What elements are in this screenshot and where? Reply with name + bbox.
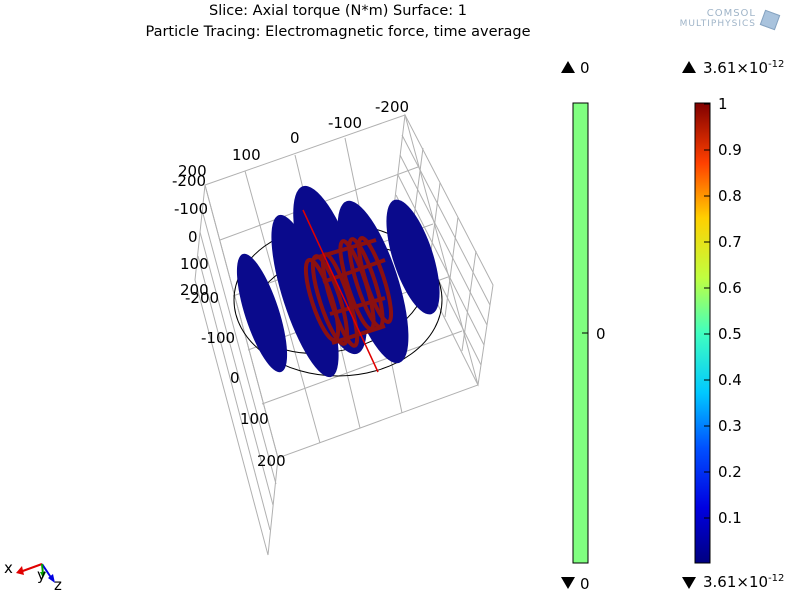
colorbar-surface-max-label: 3.61×10-12 (703, 59, 784, 77)
axis-tick-label: -200 (172, 172, 207, 190)
colorbar-surface-tick-label: 0.3 (718, 417, 742, 435)
colorbar-slice-min-label: 0 (580, 575, 590, 593)
axis-tick-label: -200 (185, 289, 220, 307)
axes-triad-icon (16, 563, 55, 583)
plot-title-line1: Slice: Axial torque (N*m) Surface: 1 (209, 3, 467, 19)
colorbar-surface (694, 102, 711, 564)
logo-text-line2: MULTIPHYSICS (679, 19, 756, 29)
colorbar-surface-tick-label: 0.9 (718, 141, 742, 159)
colorbar-surface-tick-label: 0.7 (718, 233, 742, 251)
axis-tick-label: 0 (188, 228, 198, 246)
logo-text-line1: COMSOL (706, 8, 756, 19)
colorbar-surface-tick-label: 0.2 (718, 463, 742, 481)
colorbar-surface-tick-label: 0.4 (718, 371, 742, 389)
triad-z-label: z (54, 576, 62, 594)
triad-y-label: y (37, 566, 46, 584)
colorbar-surface-tick-label: 1 (718, 95, 728, 113)
colorbar-surface-min-mantissa: 3.61×10 (703, 573, 769, 591)
slice-disk (386, 199, 440, 315)
colorbar-surface-max-exponent: -12 (768, 59, 785, 70)
axis-line (302, 209, 379, 373)
axis-tick-label: 0 (290, 129, 300, 147)
axis-tick-label: -100 (328, 114, 363, 132)
colorbar-surface-tick-label: 0.1 (718, 509, 742, 527)
max-triangle-icon (561, 61, 575, 73)
axis-tick-label: 0 (230, 369, 240, 387)
colorbar-surface-min-label: 3.61×10-12 (703, 573, 784, 591)
axis-tick-label: -100 (174, 200, 209, 218)
axis-tick-label: 200 (178, 162, 207, 180)
max-triangle-icon (682, 61, 696, 73)
axis-tick-label: 100 (180, 255, 209, 273)
colorbar-surface-ticks (704, 103, 710, 519)
plot-title-line2: Particle Tracing: Electromagnetic force,… (145, 24, 531, 40)
colorbar-slice-max-label: 0 (580, 59, 590, 77)
colorbar-surface-min-exponent: -12 (768, 573, 785, 584)
axis-tick-label: 100 (240, 410, 269, 428)
colorbar-surface-tick-label: 0.5 (718, 325, 742, 343)
particle-traces (303, 236, 394, 348)
slice-disks (236, 185, 440, 378)
slice-disk (271, 214, 339, 378)
axis-tick-label: 200 (257, 452, 286, 470)
slice-disk (236, 253, 288, 373)
colorbar-surface-max-mantissa: 3.61×10 (703, 59, 769, 77)
triad-x-label: x (4, 559, 13, 577)
axis-tick-label: -200 (375, 98, 410, 116)
colorbar-surface-tick-label: 0.8 (718, 187, 742, 205)
comsol-logo: COMSOL MULTIPHYSICS (668, 8, 788, 38)
colorbar-surface-tick-label: 0.6 (718, 279, 742, 297)
colorbar-slice-tick-label: 0 (596, 325, 606, 343)
axis-tick-label: 200 (180, 281, 209, 299)
min-triangle-icon (682, 577, 696, 589)
min-triangle-icon (561, 577, 575, 589)
axis-tick-label: -100 (201, 329, 236, 347)
axis-tick-label: 100 (232, 146, 261, 164)
